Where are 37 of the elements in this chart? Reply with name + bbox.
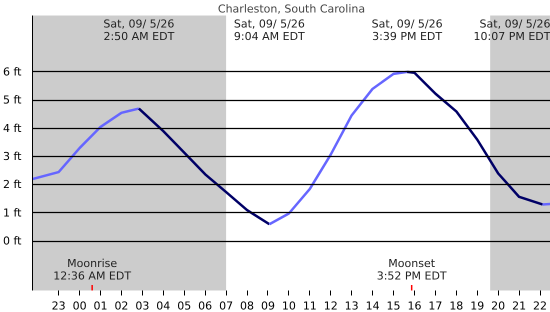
annotation: Sat, 09/ 5/26 9:04 AM EDT: [234, 18, 306, 43]
x-tick-label: 16: [407, 300, 422, 312]
x-tick-label: 01: [94, 300, 108, 312]
x-tick-label: 17: [428, 300, 442, 312]
x-tick-label: 06: [198, 300, 212, 312]
x-tick-label: 03: [135, 300, 150, 312]
x-tick-label: 20: [491, 300, 506, 312]
chart-title: Charleston, South Carolina: [218, 2, 366, 16]
ref-line-label: Moonrise 12:36 AM EDT: [53, 257, 132, 282]
y-tick-label: 6 ft: [3, 65, 22, 78]
x-tick-label: 22: [533, 300, 548, 312]
y-tick-label: 4 ft: [3, 122, 22, 135]
annotation: Sat, 09/ 5/26 2:50 AM EDT: [103, 18, 175, 43]
x-tick-label: 11: [302, 300, 317, 312]
y-tick-label: 5 ft: [3, 94, 22, 107]
x-tick-label: 15: [386, 300, 401, 312]
x-tick-label: 19: [470, 300, 484, 312]
x-tick-label: 00: [72, 300, 87, 312]
x-tick-label: 05: [177, 300, 192, 312]
x-tick-label: 23: [52, 300, 66, 312]
annotation: Sat, 09/ 5/26 3:39 PM EDT: [372, 18, 443, 43]
x-tick-label: 08: [240, 300, 254, 312]
x-tick-label: 21: [512, 300, 526, 312]
x-tick-label: 09: [260, 300, 275, 312]
y-tick-label: 3 ft: [3, 150, 22, 164]
ref-line-label: Moonset 3:52 PM EDT: [376, 257, 447, 282]
x-tick-label: 02: [114, 300, 128, 312]
x-tick-label: 07: [219, 300, 234, 312]
x-tick-label: 13: [344, 300, 359, 312]
y-tick-label: 0 ft: [3, 234, 22, 248]
x-tick-label: 18: [449, 300, 464, 312]
y-tick-label: 2 ft: [3, 178, 22, 192]
x-tick-label: 14: [366, 300, 380, 312]
x-tick-label: 10: [282, 300, 296, 312]
y-tick-label: 1 ft: [3, 206, 22, 220]
x-tick-label: 04: [156, 300, 170, 312]
x-tick-label: 12: [324, 300, 338, 312]
